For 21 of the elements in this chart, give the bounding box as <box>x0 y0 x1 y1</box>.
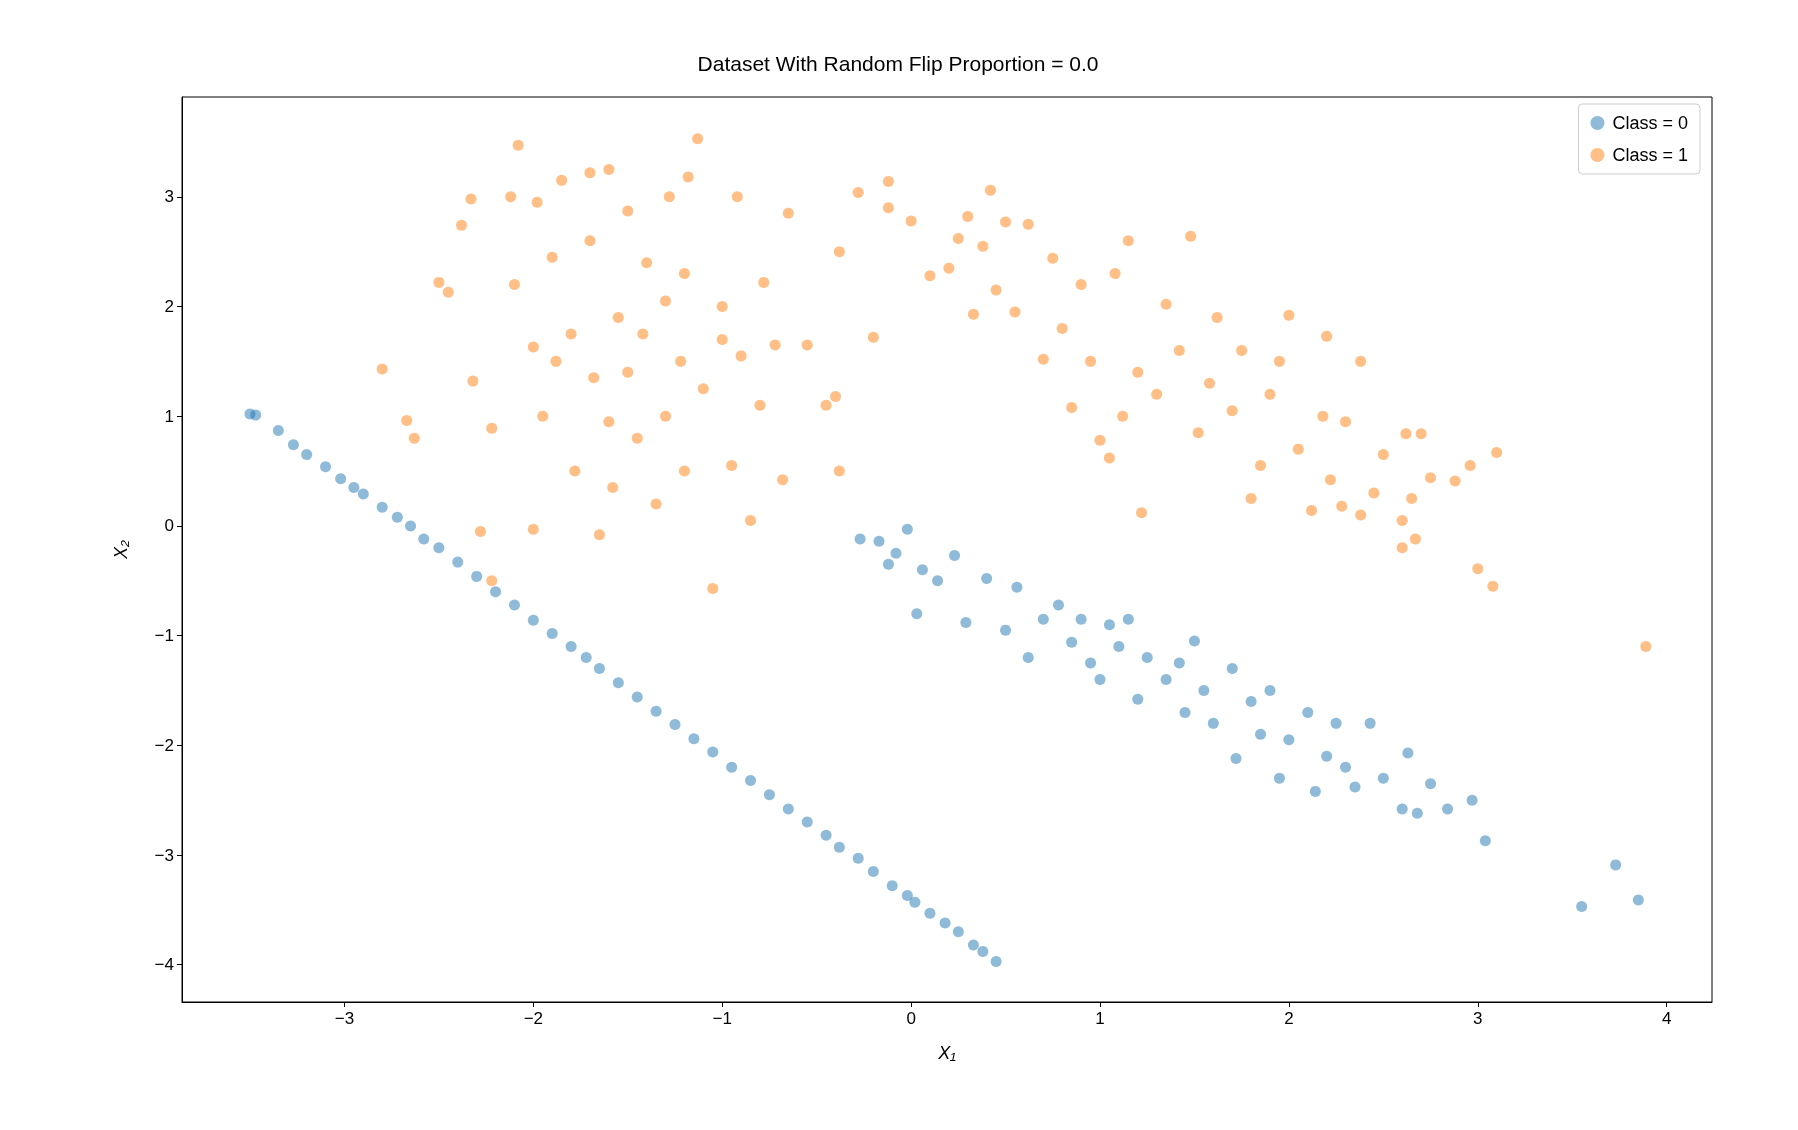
y-tick-label: −3 <box>154 845 174 865</box>
x-tick-label: −3 <box>334 1009 355 1028</box>
y-axis-title: X₂ <box>111 539 131 560</box>
x-tick-label: 0 <box>906 1009 916 1028</box>
y-tick-label: 0 <box>164 516 174 536</box>
y-tick-label: 2 <box>164 297 174 317</box>
x-tick-label: −1 <box>712 1009 732 1028</box>
y-tick-label: −1 <box>154 626 174 646</box>
y-tick-label: −2 <box>154 735 174 755</box>
legend-label: Class = 1 <box>1612 145 1689 165</box>
y-tick-label: 3 <box>164 187 174 207</box>
y-tick-label: 1 <box>164 406 174 426</box>
chart-title: Dataset With Random Flip Proportion = 0.0 <box>697 52 1099 75</box>
y-tick-label: −4 <box>154 955 174 975</box>
x-tick-label: 1 <box>1095 1009 1105 1028</box>
legend-label: Class = 0 <box>1612 113 1689 133</box>
x-tick-label: 3 <box>1473 1009 1483 1028</box>
x-tick-label: −2 <box>523 1009 544 1028</box>
x-axis-title: X₁ <box>937 1043 957 1063</box>
x-tick-label: 4 <box>1661 1009 1672 1028</box>
x-tick-label: 2 <box>1284 1009 1294 1028</box>
